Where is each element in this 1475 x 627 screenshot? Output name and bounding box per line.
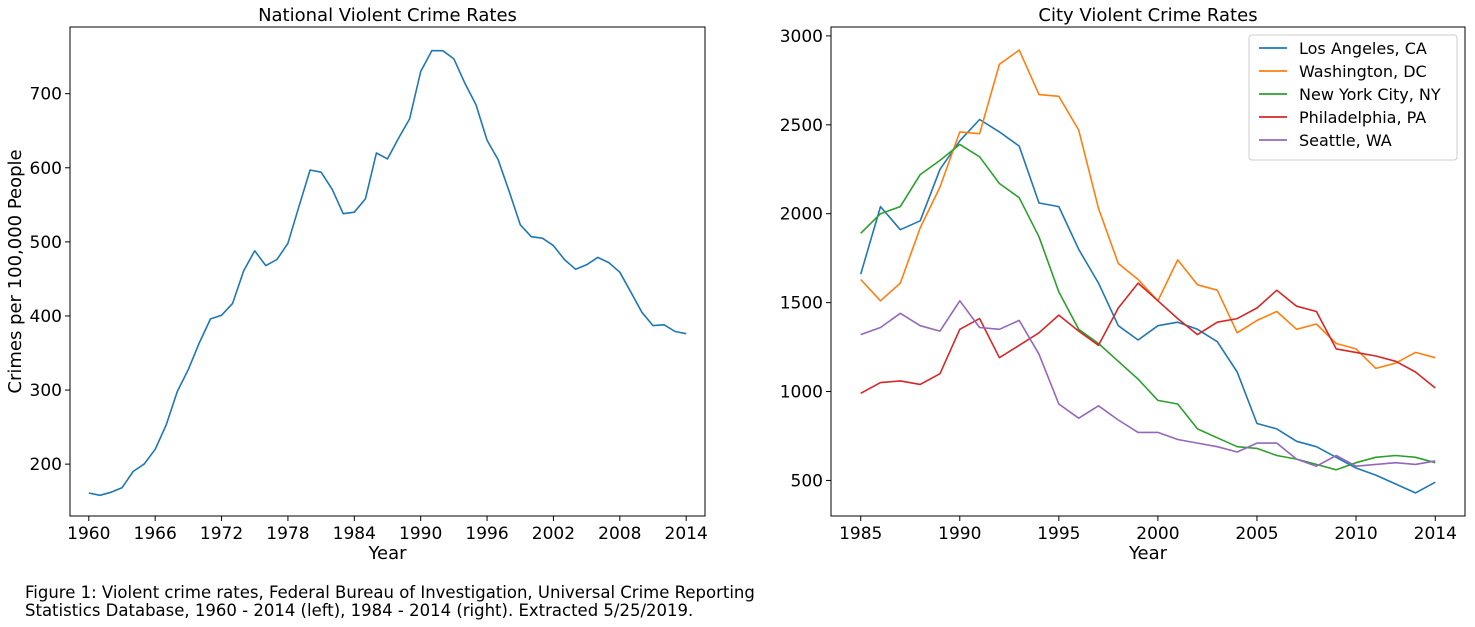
- national-y-tick-label: 700: [30, 85, 62, 105]
- national-x-tick-label: 1978: [266, 524, 309, 544]
- city-y-tick-label: 500: [791, 471, 823, 491]
- national-chart: National Violent Crime Rates 1960 1966 1972…: [5, 5, 708, 564]
- national-y-axis-label: Crimes per 100,000 People: [5, 149, 26, 393]
- national-series-line-0: [88, 49, 687, 497]
- city-y-tick-label: 2000: [780, 205, 823, 225]
- national-y-tick-label: 600: [30, 159, 62, 179]
- city-y-tick-label: 2500: [780, 116, 823, 136]
- city-series-line-2: [860, 143, 1436, 471]
- city-x-tick-label: 1985: [839, 524, 882, 544]
- city-y-tick-label: 1500: [780, 294, 823, 314]
- national-x-tick-label: 1996: [465, 524, 508, 544]
- national-x-tick-label: 1966: [134, 524, 177, 544]
- national-x-tick-label: 2002: [532, 524, 575, 544]
- national-x-tick-label: 1972: [200, 524, 243, 544]
- city-legend-entry: Washington, DC: [1299, 62, 1427, 81]
- city-legend-entry: New York City, NY: [1299, 85, 1441, 104]
- national-x-tick-label: 2008: [598, 524, 641, 544]
- national-y-tick-label: 400: [30, 307, 62, 327]
- city-x-tick-label: 2005: [1235, 524, 1278, 544]
- city-x-tick-label: 1995: [1037, 524, 1080, 544]
- city-y-tick-label: 3000: [780, 27, 823, 47]
- city-series-line-3: [860, 282, 1436, 395]
- national-x-axis-label: Year: [367, 543, 407, 564]
- city-x-tick-label: 2014: [1414, 524, 1457, 544]
- national-chart-title: National Violent Crime Rates: [258, 5, 517, 26]
- city-x-tick-label: 1990: [938, 524, 981, 544]
- caption-line-1: Figure 1: Violent crime rates, Federal B…: [25, 583, 755, 602]
- national-x-tick-label: 1960: [67, 524, 110, 544]
- city-chart: City Violent Crime Rates 1985 1990 1995 2000…: [780, 5, 1466, 564]
- caption-line-2: Statistics Database, 1960 - 2014 (left),…: [25, 601, 694, 620]
- city-legend-entry: Philadelphia, PA: [1299, 108, 1426, 127]
- city-y-tick-label: 1000: [780, 383, 823, 403]
- national-y-tick-label: 300: [30, 381, 62, 401]
- city-legend-entry: Seattle, WA: [1299, 131, 1392, 150]
- city-x-tick-label: 2000: [1136, 524, 1179, 544]
- city-series-line-4: [860, 299, 1436, 468]
- national-x-tick-label: 1990: [399, 524, 442, 544]
- city-x-axis-label: Year: [1128, 543, 1168, 564]
- city-legend-entry: Los Angeles, CA: [1299, 39, 1427, 58]
- city-x-tick-label: 2010: [1334, 524, 1377, 544]
- city-axes-frame: [830, 26, 1466, 517]
- city-chart-title: City Violent Crime Rates: [1038, 5, 1257, 26]
- figure-caption: Figure 1: Violent crime rates, Federal B…: [25, 584, 755, 620]
- national-x-tick-label: 2014: [665, 524, 708, 544]
- city-series-line-0: [859, 118, 1436, 494]
- national-axes-frame: [69, 26, 706, 517]
- national-y-tick-label: 200: [30, 455, 62, 475]
- city-series-line-1: [860, 49, 1436, 370]
- national-y-tick-label: 500: [30, 233, 62, 253]
- city-legend-box: [1248, 34, 1458, 161]
- city-legend: Los Angeles, CA Washington, DC New York Ci…: [1248, 34, 1458, 161]
- national-x-tick-label: 1984: [333, 524, 376, 544]
